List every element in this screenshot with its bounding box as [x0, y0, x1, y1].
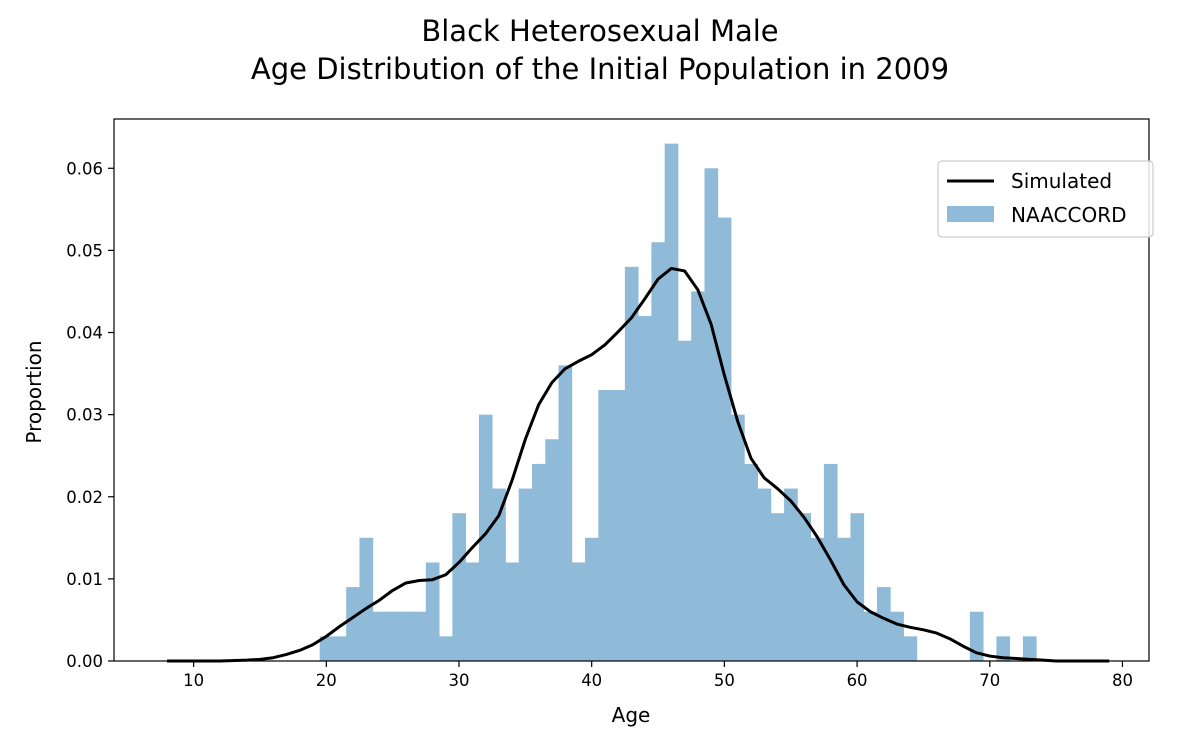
histogram-bar-47	[1022, 636, 1037, 661]
x-tick-label-5: 60	[847, 671, 868, 690]
histogram-bar-40	[850, 513, 865, 661]
y-tick-label-0: 0.00	[66, 652, 103, 671]
histogram-bar-33	[757, 488, 772, 661]
histogram-bars	[319, 143, 1037, 662]
histogram-bar-0	[319, 636, 334, 661]
histogram-bar-34	[770, 513, 785, 661]
x-axis-ticks: 10 20 30 40 50 60 70 80	[183, 661, 1133, 690]
histogram-bar-1	[332, 636, 347, 661]
histogram-bar-39	[837, 537, 851, 661]
histogram-bar-20	[585, 537, 599, 661]
histogram-bar-19	[571, 562, 586, 661]
x-tick-label-0: 10	[183, 671, 204, 690]
y-tick-label-4: 0.04	[66, 324, 103, 343]
y-tick-label-2: 0.02	[66, 488, 103, 507]
histogram-bar-23	[624, 266, 639, 661]
histogram-bar-11	[465, 562, 480, 661]
histogram-bar-42	[876, 587, 891, 661]
histogram-bar-41	[863, 611, 878, 661]
chart-title-line-2: Age Distribution of the Initial Populati…	[251, 52, 949, 86]
histogram-bar-21	[598, 390, 612, 661]
legend: Simulated NAACCORD	[937, 160, 1154, 238]
histogram-bar-25	[651, 242, 666, 661]
legend-label-naaccord: NAACCORD	[1011, 203, 1127, 227]
plot-frame	[113, 118, 1150, 662]
histogram-bar-15	[518, 488, 533, 661]
simulated-line	[167, 266, 1110, 663]
x-tick-label-2: 30	[449, 671, 470, 690]
x-axis-label: Age	[612, 703, 651, 727]
y-tick-label-3: 0.03	[66, 406, 103, 425]
histogram-bar-22	[611, 390, 626, 661]
histogram-bar-24	[638, 316, 652, 661]
legend-swatch-naaccord	[947, 206, 994, 222]
histogram-bar-37	[810, 537, 825, 661]
histogram-bar-8	[425, 562, 440, 661]
chart-title-line-1: Black Heterosexual Male	[421, 14, 778, 48]
histogram-bar-7	[412, 611, 427, 661]
histogram-bar-18	[558, 365, 573, 661]
histogram-bar-4	[372, 611, 387, 661]
x-tick-label-3: 40	[581, 671, 602, 690]
histogram-bar-14	[505, 562, 520, 661]
histogram-bar-31	[731, 414, 745, 661]
histogram-bar-6	[399, 611, 413, 661]
y-axis-label: Proportion	[22, 340, 46, 443]
histogram-bar-12	[478, 414, 493, 661]
histogram-bar-35	[784, 488, 798, 661]
y-axis-ticks: 0.00 0.01 0.02 0.03 0.04 0.05 0.06	[66, 159, 114, 671]
histogram-bar-5	[386, 611, 400, 661]
x-tick-label-1: 20	[316, 671, 337, 690]
histogram-bar-29	[704, 168, 719, 661]
x-tick-label-6: 70	[979, 671, 1000, 690]
histogram-bar-36	[797, 513, 812, 661]
histogram-bar-26	[664, 143, 679, 661]
histogram-bar-44	[903, 636, 918, 661]
histogram-bar-17	[545, 439, 559, 661]
y-tick-label-5: 0.05	[66, 241, 103, 260]
legend-label-simulated: Simulated	[1011, 169, 1112, 193]
histogram-bar-28	[691, 291, 705, 661]
y-tick-label-1: 0.01	[66, 570, 103, 589]
histogram-bar-32	[744, 463, 758, 661]
histogram-bar-43	[890, 611, 904, 661]
histogram-bar-45	[969, 611, 984, 661]
histogram-bar-30	[717, 217, 732, 662]
histogram-bar-27	[677, 340, 692, 661]
histogram-bar-46	[996, 636, 1011, 661]
histogram-bar-10	[452, 513, 467, 661]
x-tick-label-4: 50	[714, 671, 735, 690]
histogram-bar-13	[492, 488, 506, 661]
histogram-bar-2	[346, 587, 360, 661]
simulated-line-layer	[167, 266, 1110, 663]
histogram-bar-16	[531, 463, 546, 661]
x-tick-label-7: 80	[1112, 671, 1133, 690]
y-tick-label-6: 0.06	[66, 159, 103, 178]
histogram-bar-9	[439, 636, 453, 661]
histogram-bar-3	[359, 537, 374, 661]
